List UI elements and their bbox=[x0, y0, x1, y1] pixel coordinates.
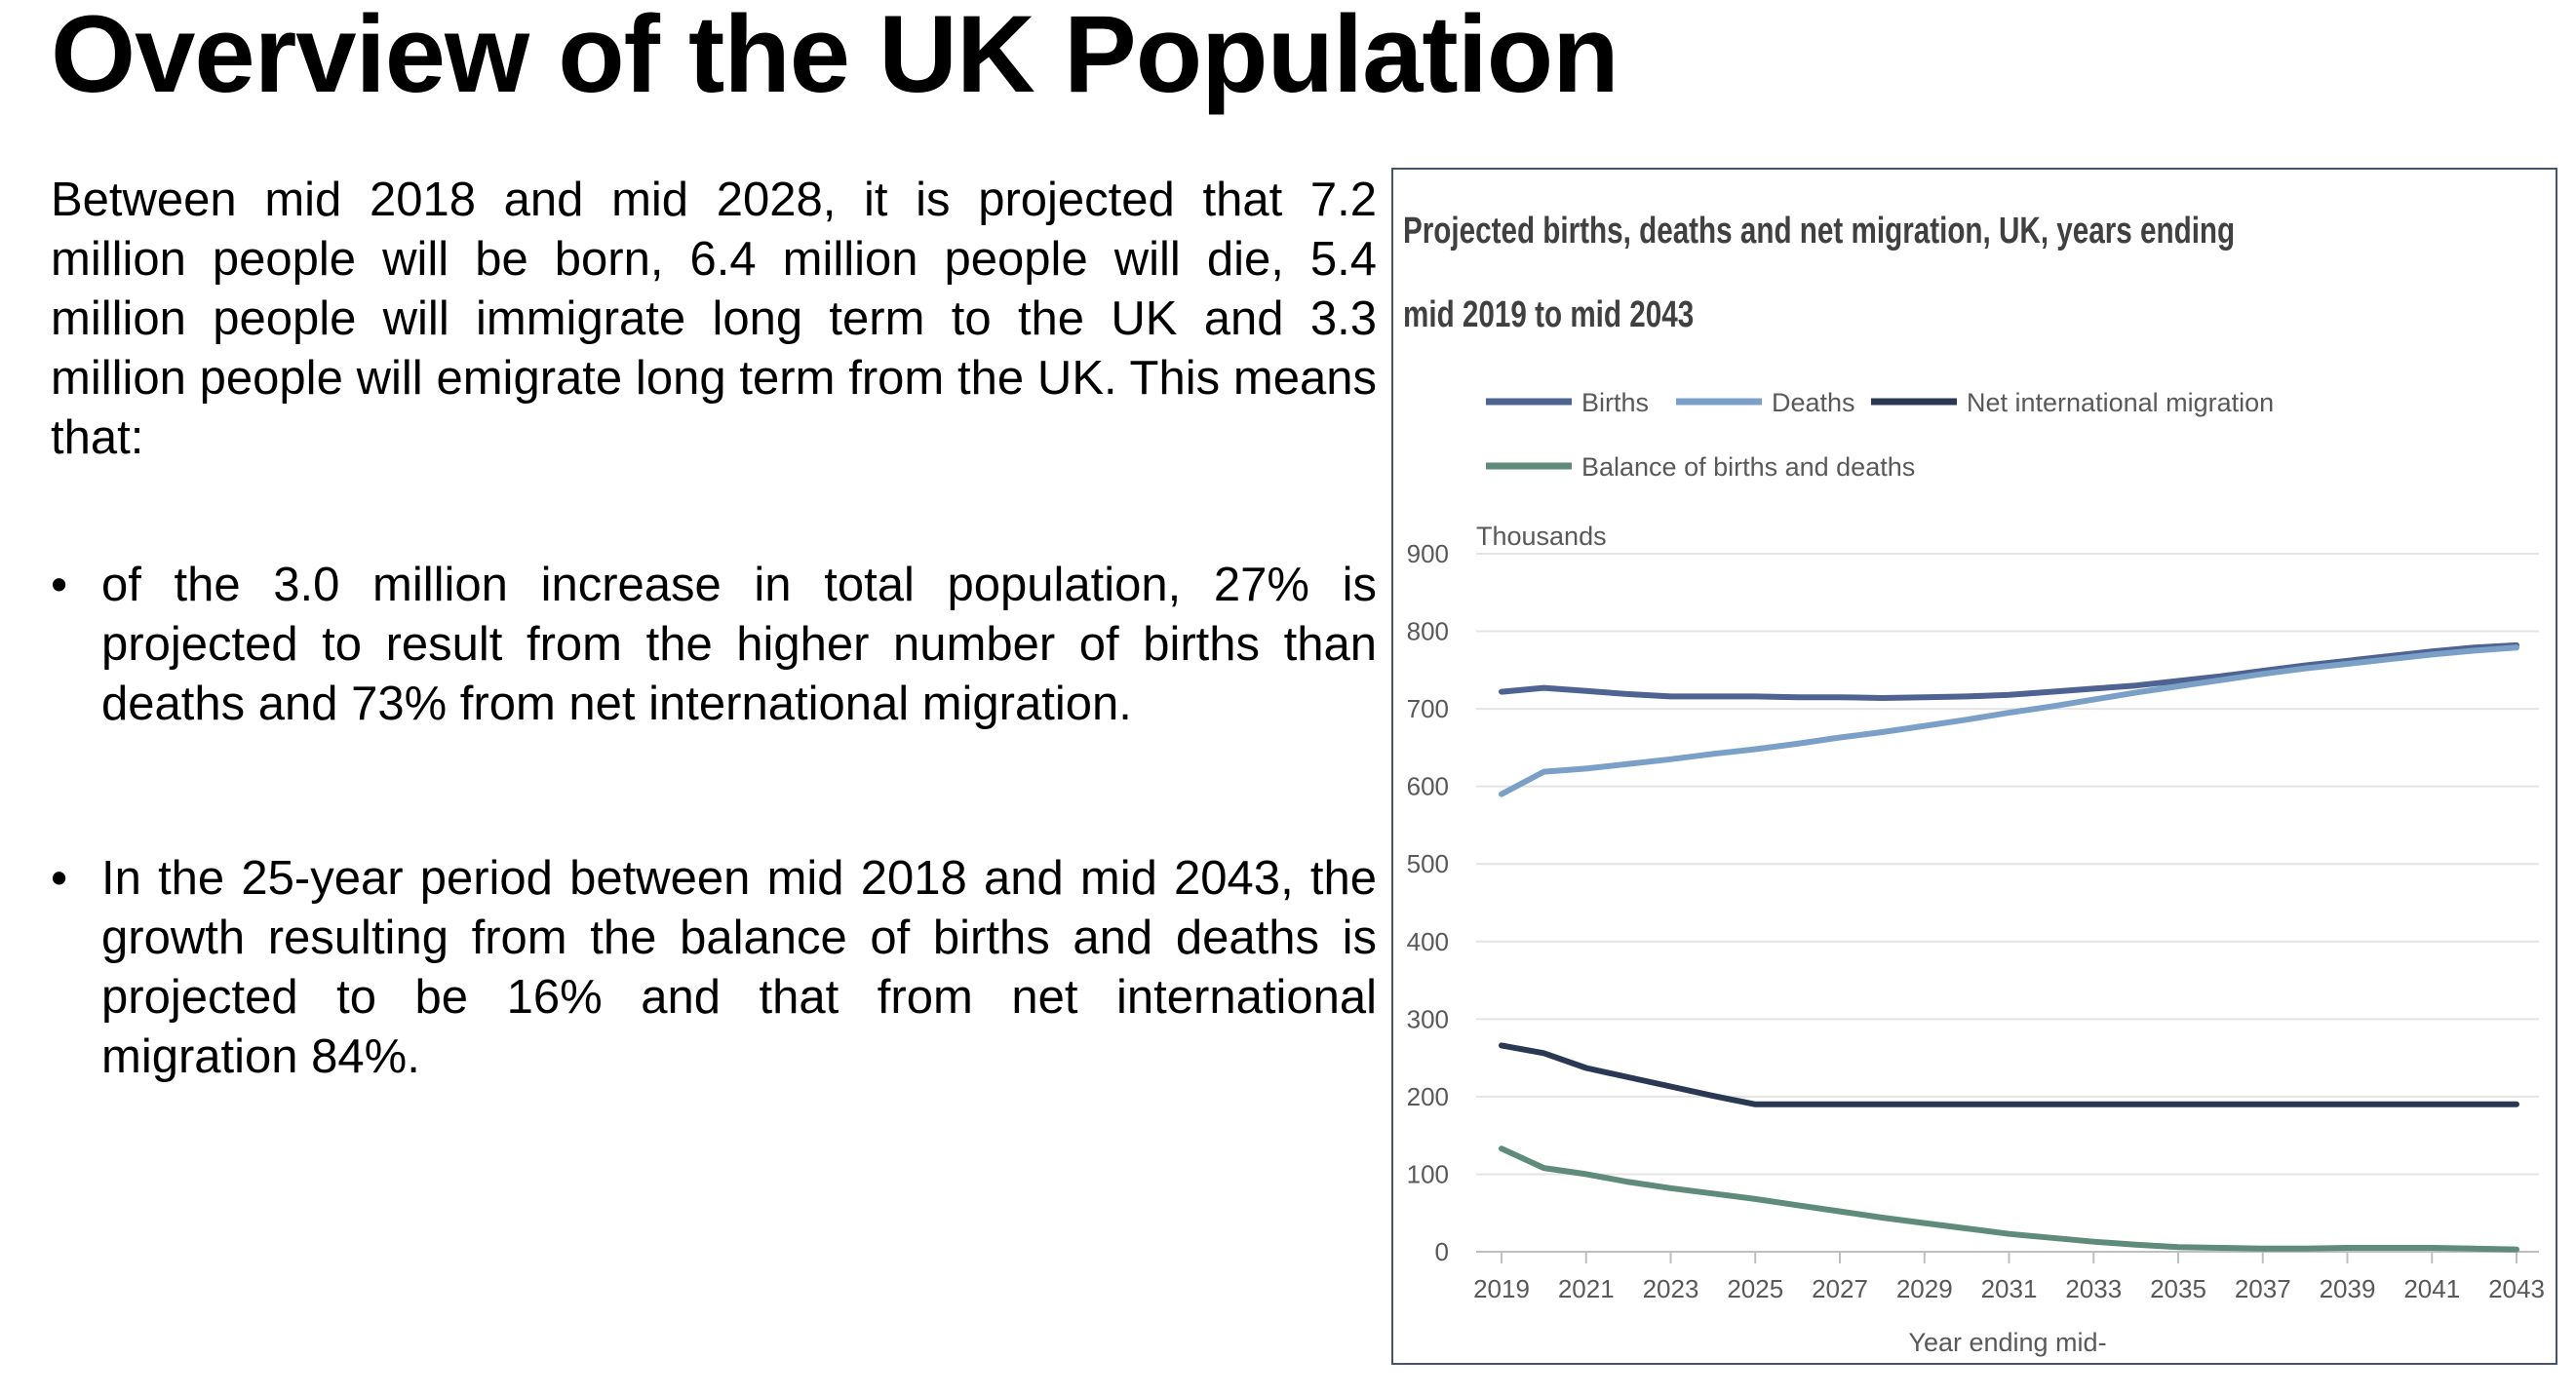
intro-paragraph: Between mid 2018 and mid 2028, it is pro… bbox=[51, 174, 1377, 464]
x-tick-label: 2027 bbox=[1812, 1274, 1868, 1303]
legend-label: Balance of births and deaths bbox=[1581, 452, 1915, 482]
x-tick-label: 2023 bbox=[1643, 1274, 1699, 1303]
legend-label: Deaths bbox=[1772, 388, 1855, 417]
bullet-text: of the 3.0 million increase in total pop… bbox=[101, 559, 1377, 730]
y-tick-label: 400 bbox=[1407, 927, 1449, 956]
series-line bbox=[1499, 641, 2519, 701]
chart-legend: Births Deaths Net international migration B… bbox=[1486, 388, 2274, 482]
x-tick-label: 2033 bbox=[2065, 1274, 2122, 1303]
chart-frame: 0 100 200 300 400 500 600 700 800 900 2019 2021 2023… bbox=[1391, 168, 2557, 1365]
legend-label: Net international migration bbox=[1967, 388, 2274, 417]
y-tick-label: 300 bbox=[1407, 1004, 1449, 1033]
x-tick-label: 2025 bbox=[1727, 1274, 1783, 1303]
y-tick-label: 500 bbox=[1407, 849, 1449, 878]
bullet-dot-icon: • bbox=[51, 559, 68, 611]
x-tick-label: 2035 bbox=[2150, 1274, 2206, 1303]
y-tick-label: 700 bbox=[1407, 694, 1449, 723]
x-tick-label: 2031 bbox=[1981, 1274, 2038, 1303]
series-line bbox=[1499, 644, 2519, 797]
axis-layer: 0 100 200 300 400 500 600 700 800 900 2019 2021 2023… bbox=[1407, 539, 2545, 1303]
y-tick-label: 0 bbox=[1435, 1237, 1449, 1266]
series-layer bbox=[1499, 641, 2519, 1253]
y-axis-label: Thousands bbox=[1476, 522, 1607, 551]
grid-layer bbox=[1476, 553, 2539, 1253]
line-chart: 0 100 200 300 400 500 600 700 800 900 2019 2021 2023… bbox=[1407, 388, 2545, 1357]
x-tick-label: 2037 bbox=[2235, 1274, 2291, 1303]
x-tick-label: 2039 bbox=[2320, 1274, 2376, 1303]
y-tick-label: 100 bbox=[1407, 1159, 1449, 1188]
x-tick-label: 2019 bbox=[1473, 1274, 1530, 1303]
y-tick-label: 900 bbox=[1407, 539, 1449, 568]
chart-title: Projected births, deaths and net migrati… bbox=[1403, 211, 2236, 335]
bullet-item: • of the 3.0 million increase in total p… bbox=[51, 556, 1377, 734]
series-line bbox=[1499, 1042, 2519, 1107]
y-tick-label: 600 bbox=[1407, 772, 1449, 801]
x-tick-label: 2041 bbox=[2403, 1274, 2460, 1303]
x-tick-label: 2021 bbox=[1558, 1274, 1615, 1303]
bullet-list: • of the 3.0 million increase in total p… bbox=[51, 556, 1377, 1087]
x-tick-label: 2043 bbox=[2488, 1274, 2545, 1303]
legend-label: Births bbox=[1581, 388, 1649, 417]
x-axis-label: Year ending mid- bbox=[1908, 1328, 2106, 1357]
bullet-dot-icon: • bbox=[51, 852, 68, 905]
slide-title: Overview of the UK Population bbox=[51, 0, 1620, 115]
y-tick-label: 800 bbox=[1407, 617, 1449, 646]
bullet-text: In the 25-year period between mid 2018 a… bbox=[101, 852, 1377, 1083]
series-line bbox=[1499, 1145, 2519, 1253]
bullet-item: • In the 25-year period between mid 2018… bbox=[51, 849, 1377, 1087]
x-tick-label: 2029 bbox=[1896, 1274, 1953, 1303]
body-text: Between mid 2018 and mid 2028, it is pro… bbox=[51, 171, 1377, 1087]
y-tick-label: 200 bbox=[1407, 1082, 1449, 1111]
